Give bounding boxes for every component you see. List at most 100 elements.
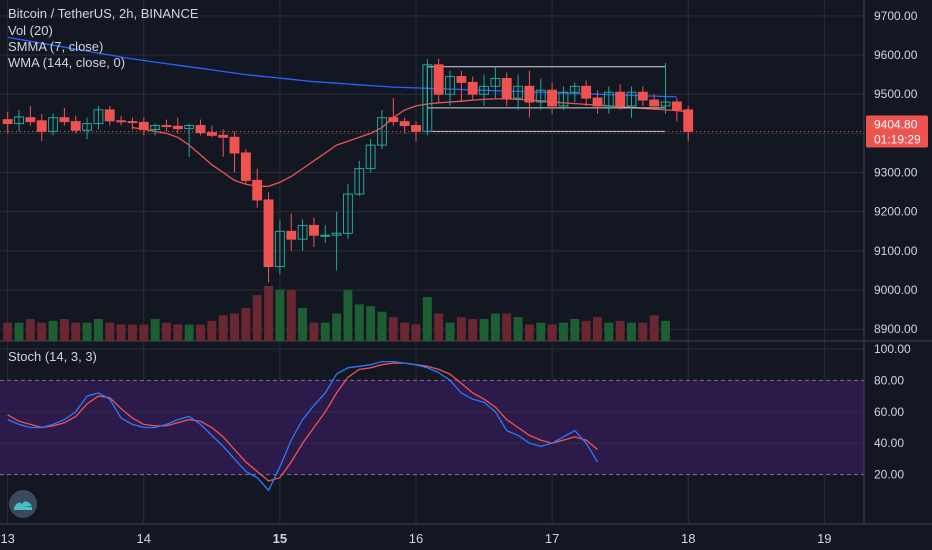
candle-body — [218, 134, 229, 138]
candle-body — [592, 97, 603, 107]
volume-bar — [93, 319, 103, 341]
candle — [320, 225, 331, 244]
volume-bar — [593, 317, 602, 341]
price-tick-label: 9600.00 — [874, 48, 918, 62]
candle — [59, 107, 70, 126]
candle — [637, 86, 648, 106]
price-badge-countdown: 01:19:29 — [874, 132, 921, 146]
volume-bar — [298, 308, 308, 341]
candle-body — [649, 99, 660, 107]
legend-smma[interactable]: SMMA (7, close) — [8, 39, 104, 54]
candle-body — [569, 85, 580, 93]
time-tick-label: 19 — [817, 531, 831, 546]
volume-bar — [411, 324, 421, 341]
candle-body — [456, 76, 467, 83]
volume-bar — [230, 313, 239, 341]
volume-bar — [400, 322, 410, 341]
candle-body — [377, 117, 387, 146]
candle-body — [547, 89, 558, 107]
volume-bar — [3, 322, 13, 341]
candle — [25, 105, 36, 126]
candle-body — [116, 120, 127, 123]
candle-body — [479, 85, 489, 95]
volume-bar — [490, 313, 500, 341]
legend-volume[interactable]: Vol (20) — [8, 23, 53, 38]
candle — [36, 113, 47, 142]
volume-bar — [82, 322, 92, 341]
wma-line — [7, 36, 677, 98]
volume-bar — [14, 322, 24, 341]
volume-bar — [286, 289, 296, 341]
candle — [308, 217, 319, 247]
candle — [501, 72, 512, 106]
candle — [615, 84, 626, 110]
volume-bar — [615, 320, 625, 341]
candle — [365, 139, 376, 173]
candle-body — [558, 91, 569, 107]
candle-body — [433, 64, 444, 95]
volume-bar — [105, 322, 115, 341]
time-tick-label: 15 — [273, 531, 287, 546]
volume-bar — [173, 324, 183, 341]
volume-bar — [559, 322, 568, 341]
tradingview-logo-icon[interactable] — [8, 489, 38, 519]
candle-body — [467, 81, 478, 95]
volume-bar — [59, 319, 69, 341]
volume-bar — [502, 313, 512, 341]
candle — [184, 123, 195, 157]
legend-stoch[interactable]: Stoch (14, 3, 3) — [8, 349, 97, 364]
candle-body — [59, 117, 70, 123]
candle — [206, 125, 217, 138]
price-badge — [866, 115, 928, 148]
volume-bar — [275, 289, 285, 341]
candle — [70, 115, 81, 134]
volume-bar — [422, 297, 432, 341]
candle — [218, 129, 229, 157]
volume-bar — [434, 313, 444, 341]
volume-bar — [536, 322, 546, 341]
volume-bar — [570, 319, 580, 341]
candle-body — [524, 85, 535, 103]
candle — [626, 86, 637, 118]
volume-bar — [456, 317, 466, 341]
volume-bar — [479, 319, 489, 341]
volume-bar — [581, 320, 591, 341]
time-tick-label: 14 — [137, 531, 151, 546]
candle — [660, 62, 671, 114]
candle — [433, 58, 444, 103]
volume-bar — [264, 286, 273, 341]
candle-body — [615, 91, 626, 107]
volume-bar — [128, 324, 137, 341]
candle — [558, 86, 569, 110]
candle-body — [104, 109, 115, 122]
price-tick-label: 9000.00 — [874, 283, 918, 297]
candle-body — [660, 101, 671, 107]
candle — [161, 119, 172, 132]
candle-body — [14, 116, 24, 125]
candle — [683, 105, 694, 142]
candle-body — [297, 224, 308, 240]
candle-body — [48, 117, 58, 132]
volume-bar — [252, 295, 262, 341]
candle-body — [184, 125, 195, 130]
legend-wma[interactable]: WMA (144, close, 0) — [8, 55, 126, 70]
candle-body — [252, 179, 263, 201]
candle-body — [25, 117, 36, 123]
price-tick-label: 9300.00 — [874, 166, 918, 180]
candle — [671, 98, 682, 122]
stoch-tick-label: 60.00 — [874, 405, 904, 419]
candle — [603, 86, 614, 114]
candle-body — [501, 78, 512, 99]
volume-bar — [184, 324, 194, 341]
price-badge-value: 9404.80 — [874, 117, 918, 131]
candle-body — [150, 125, 161, 130]
candle-body — [603, 91, 614, 107]
candle-body — [172, 125, 183, 130]
volume-bar — [71, 322, 81, 341]
candle-body — [354, 168, 365, 195]
candle — [354, 160, 365, 197]
volume-bar — [207, 320, 217, 341]
candle — [581, 80, 592, 106]
volume-bar — [25, 319, 35, 341]
